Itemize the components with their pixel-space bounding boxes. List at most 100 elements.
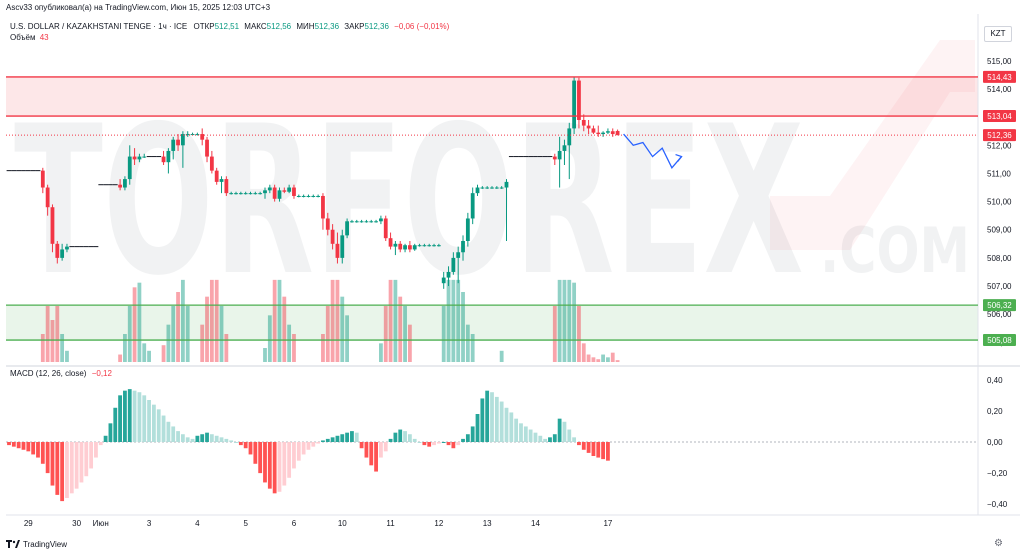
candle-body <box>325 218 330 230</box>
price-tick-label: 514,00 <box>987 85 1012 94</box>
macd-bar <box>127 389 132 442</box>
candle-body <box>577 80 581 120</box>
volume-bar <box>214 279 219 362</box>
volume-bar <box>345 315 349 362</box>
candle-body <box>562 145 567 151</box>
volume-bar <box>171 306 176 362</box>
macd-bar <box>11 442 16 447</box>
macd-bar <box>195 435 200 442</box>
volume-bar <box>610 352 615 362</box>
volume-bar <box>292 334 296 362</box>
macd-bar <box>243 442 248 449</box>
macd-bar <box>379 442 383 458</box>
macd-bar <box>499 401 504 442</box>
macd-bar <box>577 442 581 446</box>
macd-bar <box>422 442 427 446</box>
candle-body <box>436 245 441 247</box>
macd-header[interactable]: MACD (12, 26, close) −0,12 <box>10 369 112 378</box>
candle-body <box>485 187 490 189</box>
grid <box>6 14 1020 516</box>
volume-bar <box>321 334 325 362</box>
time-tick-label: 30 <box>72 519 81 528</box>
candle-body <box>422 245 427 247</box>
macd-bar <box>94 442 98 458</box>
candle-body <box>282 190 287 192</box>
time-tick-label: 12 <box>434 519 443 528</box>
volume-bar <box>606 357 610 362</box>
candle-body <box>321 195 325 219</box>
candle-body <box>446 271 451 278</box>
candles <box>40 76 620 289</box>
candle-body <box>340 235 345 258</box>
macd-label: MACD (12, 26, close) <box>10 369 87 378</box>
macd-bar <box>161 415 166 442</box>
price-tick-label: 511,00 <box>987 169 1011 178</box>
support-zone <box>6 305 978 341</box>
macd-bar <box>316 442 321 444</box>
candle-body <box>224 179 229 194</box>
footer-brand[interactable]: TradingView <box>23 540 68 550</box>
volume-bar <box>127 306 132 362</box>
macd-bar <box>504 407 509 442</box>
candle-body <box>127 156 132 180</box>
close-value: 512,36 <box>364 22 389 31</box>
macd-bar <box>470 426 475 442</box>
volume-bar <box>142 343 147 362</box>
candle-body <box>345 221 349 236</box>
support-2-badge <box>983 334 1016 347</box>
macd-bar <box>485 390 490 442</box>
candle-body <box>161 156 166 163</box>
gear-icon[interactable]: ⚙ <box>994 538 1003 549</box>
candle-body <box>205 139 209 157</box>
macd-bar <box>60 442 65 502</box>
volume-bar <box>118 354 122 362</box>
currency-badge[interactable]: KZT <box>984 26 1012 42</box>
support-1-label: 506,32 <box>987 301 1012 310</box>
volume-bar <box>267 315 272 362</box>
macd-tick-label: 0,40 <box>987 376 1003 385</box>
macd-bar <box>412 438 417 442</box>
volume-bar <box>615 360 620 362</box>
candle-body <box>606 131 610 133</box>
candle-body <box>214 170 219 182</box>
candle-body <box>494 187 499 189</box>
projection-path[interactable] <box>623 133 683 169</box>
macd-bar <box>340 434 345 442</box>
macd-bar <box>287 442 292 478</box>
volume-bar <box>393 279 398 362</box>
candle-body <box>610 131 615 135</box>
tradingview-logo-icon <box>6 540 20 550</box>
macd-bar <box>152 404 156 442</box>
volume-bar <box>166 324 171 362</box>
macd-bar <box>321 440 325 442</box>
low-value: 512,36 <box>314 22 340 31</box>
volume-bar <box>470 334 475 362</box>
macd-bar <box>456 442 461 446</box>
macd-bar <box>533 432 538 442</box>
macd-bar <box>538 435 543 442</box>
macd-bar <box>50 442 55 486</box>
macd-bar <box>446 442 451 446</box>
macd-histogram <box>6 389 978 502</box>
candle-body <box>248 193 253 195</box>
macd-bar <box>171 426 176 442</box>
macd-bar <box>465 434 470 442</box>
macd-bar <box>552 434 557 442</box>
volume-header[interactable]: Объём 43 <box>10 33 49 42</box>
macd-bar <box>475 414 480 442</box>
candle-body <box>234 193 238 195</box>
footer[interactable]: TradingView <box>6 540 67 550</box>
candle-body <box>180 134 185 146</box>
macd-bar <box>374 442 378 472</box>
symbol-title[interactable]: U.S. DOLLAR / KAZAKHSTANI TENGE · 1ч · I… <box>10 22 188 31</box>
macd-bar <box>108 423 113 442</box>
candle-body <box>379 218 383 222</box>
price-tick-label: 512,00 <box>987 141 1012 150</box>
volume-label: Объём <box>10 33 36 42</box>
projection-arrowhead <box>675 153 683 162</box>
resistance-2-label: 513,04 <box>987 112 1012 121</box>
symbol-header[interactable]: U.S. DOLLAR / KAZAKHSTANI TENGE · 1ч · I… <box>10 22 449 31</box>
level-lines[interactable] <box>6 76 978 341</box>
volume-bar <box>123 334 127 362</box>
